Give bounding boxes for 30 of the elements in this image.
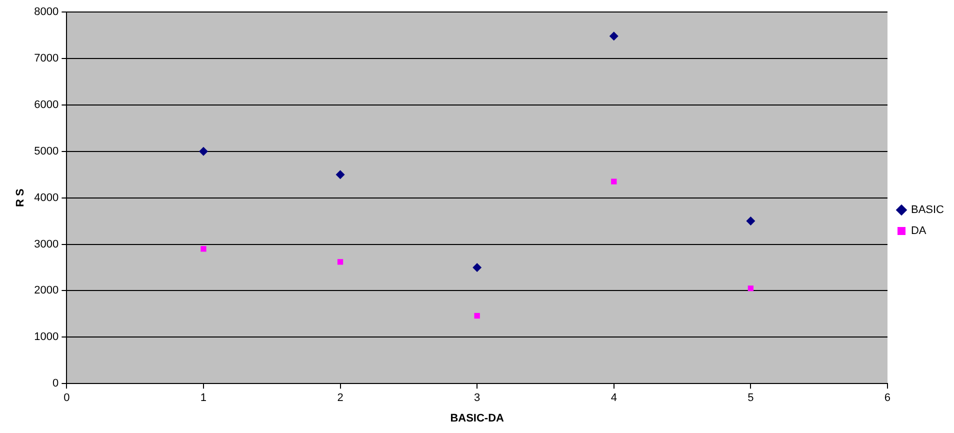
y-tick-label: 1000 bbox=[34, 331, 59, 344]
point bbox=[472, 262, 482, 272]
y-tick-label: 0 bbox=[52, 378, 59, 390]
y-axis-title: R S bbox=[14, 188, 27, 207]
point bbox=[611, 178, 617, 184]
x-tick-label: 1 bbox=[200, 392, 207, 404]
point bbox=[337, 259, 344, 265]
y-tick-label: 5000 bbox=[34, 145, 59, 158]
point bbox=[198, 146, 208, 156]
point bbox=[474, 312, 480, 319]
x-axis-title: BASIC-DA bbox=[450, 412, 504, 424]
y-tick-label: 7000 bbox=[34, 52, 59, 64]
point bbox=[200, 246, 206, 252]
x-tick-label: 0 bbox=[64, 392, 70, 404]
y-tick-label: 8000 bbox=[34, 6, 59, 18]
x-tick-label: 2 bbox=[337, 392, 344, 404]
point bbox=[746, 216, 756, 226]
x-tick-label: 6 bbox=[884, 392, 891, 404]
point bbox=[609, 32, 618, 41]
y-tick-label: 3000 bbox=[34, 238, 59, 250]
y-tick-label: 6000 bbox=[34, 98, 59, 111]
x-tick-label: 5 bbox=[748, 392, 754, 404]
legend-label: BASIC bbox=[910, 204, 944, 216]
point bbox=[748, 286, 754, 292]
y-tick-label: 4000 bbox=[34, 192, 59, 204]
x-tick-label: 4 bbox=[610, 392, 617, 404]
legend-label: DA bbox=[910, 225, 927, 238]
point bbox=[336, 170, 345, 180]
x-tick-label: 3 bbox=[474, 392, 480, 404]
y-tick-label: 2000 bbox=[34, 284, 59, 297]
